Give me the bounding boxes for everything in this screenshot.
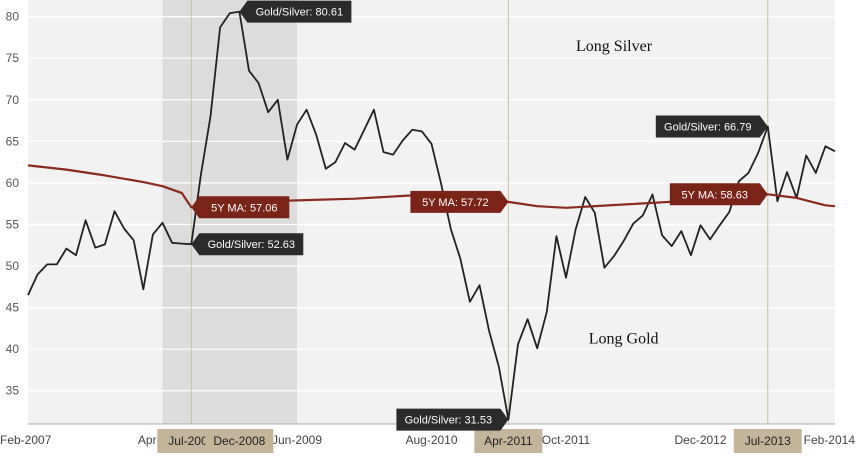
gold-silver-ratio-line [27, 10, 836, 421]
x-highlight-apr-2011: Apr-2011 [474, 429, 543, 453]
callout-5y-ma-57-06: 5Y MA: 57.06 [191, 196, 290, 219]
y-tick-label-75: 75 [6, 51, 20, 65]
y-tick-label-50: 50 [6, 259, 20, 273]
y-tick-label-45: 45 [6, 301, 20, 315]
callout-box [410, 190, 509, 213]
callout-box [191, 196, 290, 219]
x-highlight-jul-2013: Jul-2013 [733, 429, 802, 453]
callout-label: Gold/Silver: 80.61 [256, 7, 343, 19]
y-tick-label-65: 65 [6, 134, 20, 148]
callout-gold-silver-66-79: Gold/Silver: 66.79 [655, 115, 768, 138]
callout-gold-silver-31-53: Gold/Silver: 31.53 [396, 408, 509, 431]
callout-label: Gold/Silver: 66.79 [664, 121, 751, 133]
annotation-long-silver: Long Silver [576, 38, 653, 55]
callout-box [669, 183, 768, 206]
y-tick-label-80: 80 [6, 10, 20, 24]
callouts: Gold/Silver: 80.61 Gold/Silver: 52.63 Gold… [191, 0, 768, 431]
x-highlight-label: Apr-2011 [484, 434, 533, 448]
callout-label: 5Y MA: 57.72 [422, 197, 488, 209]
x-highlight-label: Dec-2008 [213, 434, 265, 448]
x-highlight-box [733, 429, 802, 453]
x-tick-label-oct-2011: Oct-2011 [542, 433, 591, 447]
x-tick-label-jun-2009: Jun-2009 [272, 433, 322, 447]
callout-label: Gold/Silver: 52.63 [208, 239, 295, 251]
y-tick-label-60: 60 [6, 176, 20, 190]
x-tick-labels: Feb-2007Apr-2008Jun-2009Aug-2010Oct-2011… [0, 433, 855, 447]
annotation-long-gold: Long Gold [589, 331, 659, 348]
x-highlight-box [205, 429, 274, 453]
callout-5y-ma-57-72: 5Y MA: 57.72 [410, 190, 509, 213]
x-highlight-labels: Jul-2008 Dec-2008 Apr-2011 Jul-2013 [157, 429, 802, 453]
callout-label: 5Y MA: 57.06 [211, 202, 277, 214]
annotations: Long Silver Long Gold [576, 38, 658, 348]
y-tick-label-55: 55 [6, 217, 20, 231]
y-tick-label-70: 70 [6, 93, 20, 107]
y-tick-label-40: 40 [6, 342, 20, 356]
x-tick-label-dec-2012: Dec-2012 [674, 433, 726, 447]
x-highlight-box [474, 429, 543, 453]
callout-label: Gold/Silver: 31.53 [405, 415, 492, 427]
x-highlight-label: Jul-2008 [168, 434, 214, 448]
x-highlight-dec-2008: Dec-2008 [205, 429, 274, 453]
callout-gold-silver-52-63: Gold/Silver: 52.63 [191, 233, 304, 256]
callout-box [191, 233, 304, 256]
y-tick-labels: 35 40 45 50 55 60 65 70 75 80 [6, 10, 20, 398]
x-tick-label-aug-2010: Aug-2010 [405, 433, 457, 447]
x-highlight-label: Jul-2013 [745, 434, 791, 448]
y-tick-label-35: 35 [6, 384, 20, 398]
vertical-marker-lines [190, 0, 769, 424]
x-tick-label-feb-2014: Feb-2014 [804, 433, 856, 447]
callout-box [396, 408, 509, 431]
callout-5y-ma-58-63: 5Y MA: 58.63 [669, 183, 768, 206]
callout-box [239, 0, 352, 23]
x-tick-label-feb-2007: Feb-2007 [0, 433, 52, 447]
callout-box [655, 115, 768, 138]
callout-gold-silver-80-61: Gold/Silver: 80.61 [239, 0, 352, 23]
callout-label: 5Y MA: 58.63 [682, 189, 748, 201]
